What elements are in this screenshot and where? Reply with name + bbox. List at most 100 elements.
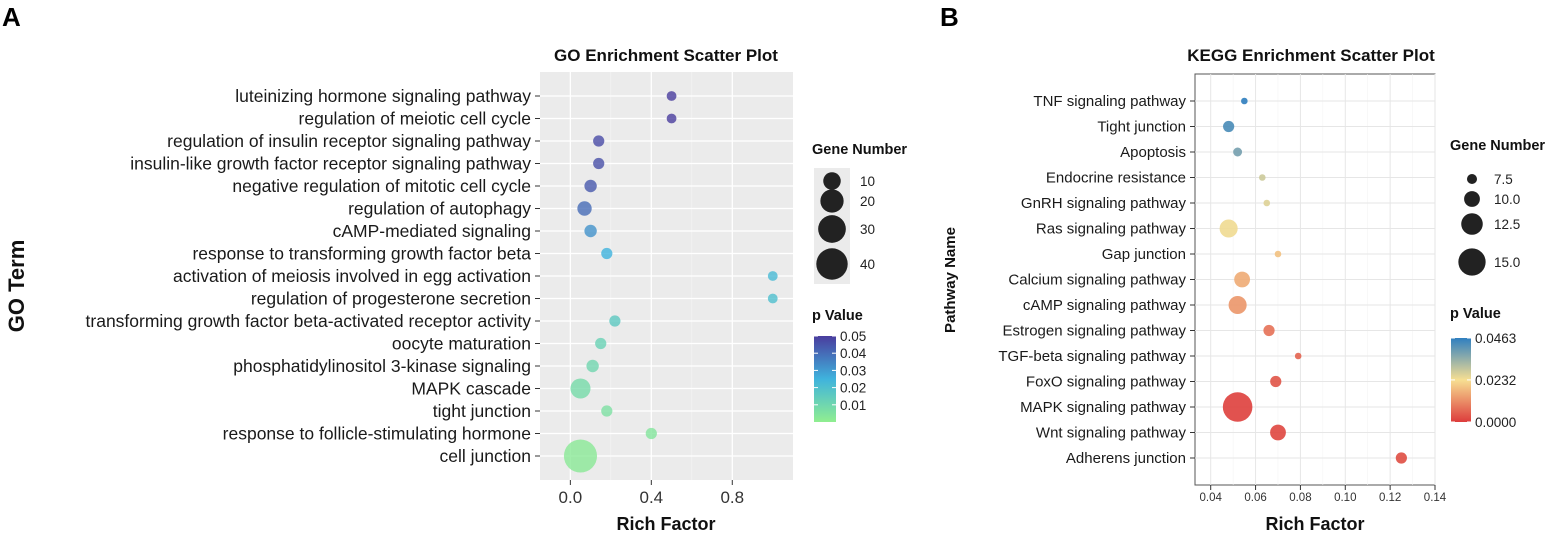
go-color-bar — [814, 336, 836, 422]
data-point — [666, 113, 677, 124]
x-tick-label: 0.10 — [1334, 492, 1356, 504]
y-category-label: MAPK signaling pathway — [1020, 399, 1186, 416]
panel-b-letter: B — [940, 2, 959, 32]
y-category-label: Ras signaling pathway — [1036, 221, 1187, 238]
y-category-label: tight junction — [433, 401, 531, 421]
size-legend-key — [816, 248, 848, 280]
data-point — [586, 359, 599, 373]
y-category-label: cAMP-mediated signaling — [333, 221, 531, 241]
x-tick-label: 0.04 — [1200, 492, 1223, 504]
color-legend-label: 0.0000 — [1475, 415, 1516, 430]
y-category-label: luteinizing hormone signaling pathway — [235, 86, 531, 106]
kegg-size-legend: 7.5 10.0 12.5 15.0 — [1458, 172, 1520, 276]
size-legend-label: 15.0 — [1494, 255, 1520, 270]
y-category-label: activation of meiosis involved in egg ac… — [173, 266, 531, 286]
size-legend-label: 7.5 — [1494, 172, 1513, 187]
x-tick-label: 0.06 — [1244, 492, 1266, 504]
y-category-label: Gap junction — [1102, 246, 1186, 263]
color-legend-label: 0.03 — [840, 363, 866, 378]
go-x-axis-title: Rich Factor — [616, 514, 715, 533]
y-category-label: regulation of meiotic cell cycle — [299, 109, 531, 129]
y-category-label: GnRH signaling pathway — [1021, 195, 1187, 212]
data-point — [593, 135, 605, 147]
y-category-label: phosphatidylinositol 3-kinase signaling — [233, 356, 531, 376]
kegg-color-legend: 0.0463 0.0232 0.0000 — [1451, 331, 1516, 430]
data-point — [767, 293, 778, 304]
data-point — [1233, 147, 1243, 157]
data-point — [767, 271, 778, 281]
go-size-legend-title: Gene Number — [812, 142, 907, 158]
data-point — [666, 91, 677, 101]
y-category-label: Apoptosis — [1120, 144, 1186, 161]
size-legend-label: 40 — [860, 257, 875, 272]
x-tick-label: 0.12 — [1379, 492, 1401, 504]
size-legend-label: 10.0 — [1494, 192, 1520, 207]
x-tick-label: 0.0 — [559, 488, 583, 507]
size-legend-key — [1466, 173, 1478, 185]
go-size-legend: 10 20 30 40 — [816, 172, 875, 280]
y-category-label: TNF signaling pathway — [1033, 93, 1186, 110]
data-point — [584, 179, 597, 193]
kegg-size-legend-title: Gene Number — [1450, 138, 1545, 154]
kegg-color-bar — [1451, 338, 1471, 422]
data-point — [570, 378, 591, 399]
y-category-label: regulation of progesterone secretion — [251, 289, 531, 309]
color-legend-label: 0.0232 — [1475, 373, 1516, 388]
go-color-legend-title: p Value — [812, 308, 863, 324]
x-tick-label: 0.08 — [1289, 492, 1311, 504]
y-category-label: Endocrine resistance — [1046, 170, 1186, 187]
go-x-tick-labels: 0.0 0.4 0.8 — [559, 488, 745, 507]
kegg-pathway-labels: TNF signaling pathway Tight junction Apopt… — [998, 93, 1186, 467]
kegg-chart-title: KEGG Enrichment Scatter Plot — [1187, 46, 1435, 65]
data-point — [563, 439, 598, 473]
size-legend-key — [1461, 213, 1483, 235]
size-legend-label: 30 — [860, 222, 875, 237]
go-gridlines — [540, 72, 793, 480]
size-legend-key — [1464, 191, 1480, 207]
go-term-labels: luteinizing hormone signaling pathway reg… — [86, 86, 532, 466]
data-point — [1222, 392, 1253, 422]
data-point — [1219, 219, 1238, 238]
y-category-label: insulin-like growth factor receptor sign… — [130, 154, 531, 174]
y-category-label: MAPK cascade — [411, 379, 531, 399]
y-category-label: transforming growth factor beta-activate… — [86, 311, 532, 331]
go-color-legend: 0.05 0.04 0.03 0.02 0.01 — [814, 329, 867, 413]
y-category-label: Wnt signaling pathway — [1036, 425, 1187, 442]
data-point — [1270, 424, 1286, 441]
size-legend-key — [820, 189, 844, 213]
data-point — [645, 427, 657, 440]
color-legend-label: 0.01 — [840, 398, 866, 413]
go-axis-ticks — [535, 95, 733, 485]
panel-a: A GO Enrichment Scatter Plot luteinizing… — [2, 2, 907, 533]
size-legend-key — [823, 172, 841, 190]
kegg-axis-ticks — [1190, 100, 1436, 490]
go-y-axis-title: GO Term — [4, 240, 29, 333]
size-legend-label: 10 — [860, 174, 875, 189]
color-legend-label: 0.0463 — [1475, 331, 1516, 346]
data-point — [577, 201, 592, 216]
data-point — [1294, 352, 1302, 360]
size-legend-key — [1458, 248, 1486, 276]
go-points — [563, 91, 778, 473]
y-category-label: cAMP signaling pathway — [1023, 297, 1187, 314]
y-category-label: FoxO signaling pathway — [1026, 374, 1187, 391]
data-point — [601, 247, 613, 260]
panel-a-letter: A — [2, 2, 21, 32]
kegg-y-axis-title: Pathway Name — [942, 227, 959, 333]
data-point — [1223, 120, 1235, 133]
go-chart-title: GO Enrichment Scatter Plot — [554, 46, 778, 65]
y-category-label: regulation of insulin receptor signaling… — [167, 131, 531, 151]
x-tick-label: 0.14 — [1424, 492, 1447, 504]
y-category-label: regulation of autophagy — [348, 199, 531, 219]
data-point — [1274, 250, 1282, 258]
y-category-label: response to transforming growth factor b… — [192, 244, 531, 264]
y-category-label: Estrogen signaling pathway — [1003, 323, 1187, 340]
size-legend-label: 12.5 — [1494, 217, 1520, 232]
x-tick-label: 0.4 — [639, 488, 663, 507]
data-point — [1258, 174, 1266, 181]
y-category-label: Adherens junction — [1066, 450, 1186, 467]
x-tick-label: 0.8 — [720, 488, 744, 507]
panel-b: B KEGG Enrichment Scatter Plot TNF signa… — [940, 2, 1545, 533]
kegg-points — [1219, 97, 1407, 464]
